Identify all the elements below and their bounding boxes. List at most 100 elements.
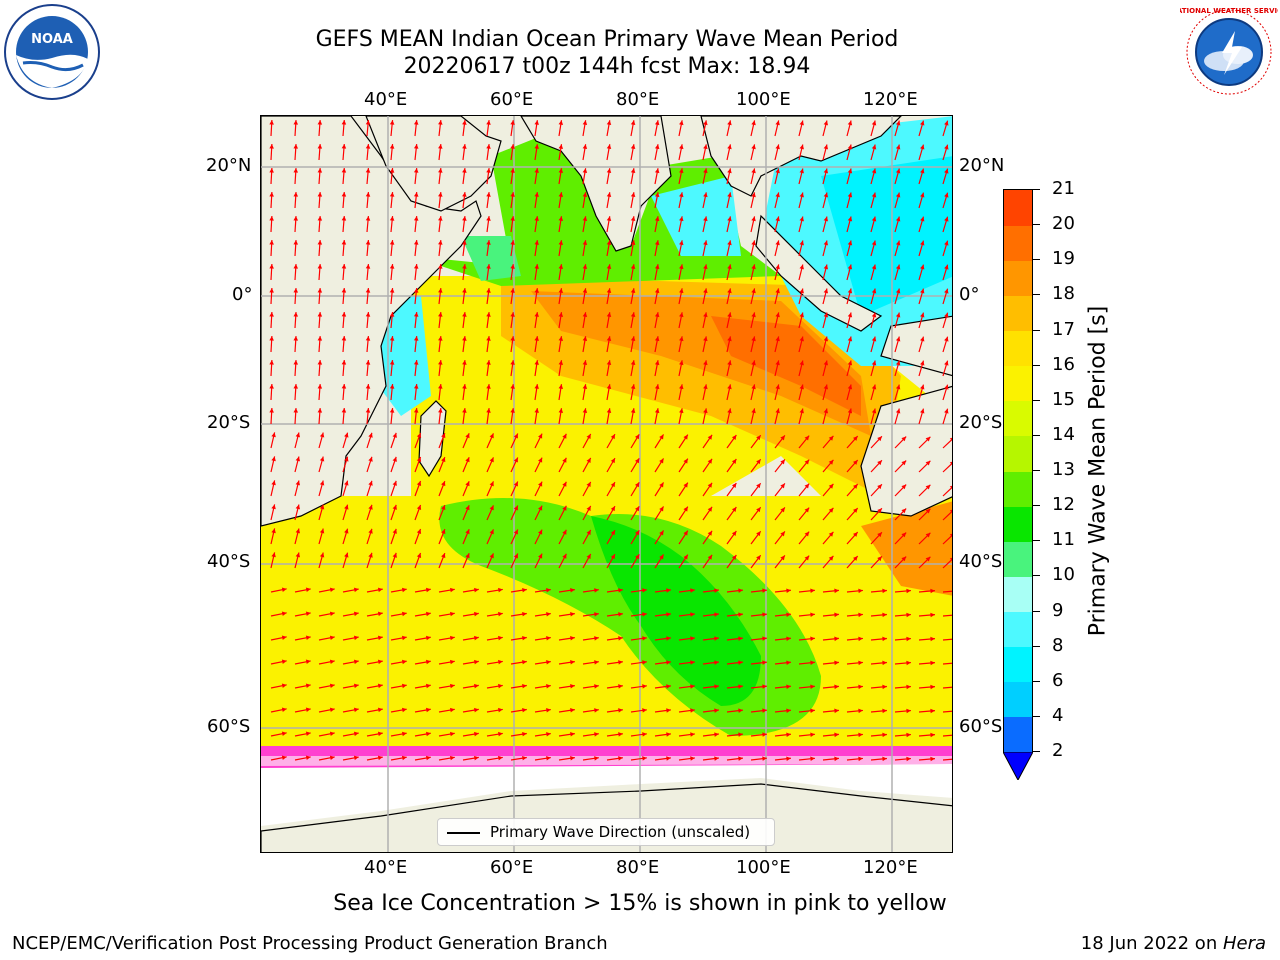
svg-text:NOAA: NOAA [31, 32, 73, 47]
wave-direction-arrowhead [449, 755, 455, 761]
wave-direction-arrowhead [582, 312, 588, 317]
wave-direction-arrowhead [392, 456, 397, 462]
wave-direction-arrowhead [365, 168, 371, 173]
wave-direction-arrowhead [714, 684, 719, 689]
wave-direction-arrowhead [775, 408, 780, 414]
wave-direction-arrowhead [799, 192, 804, 198]
wave-direction-arrowhead [401, 635, 407, 641]
wave-direction-arrowhead [317, 384, 323, 389]
wave-direction-arrowhead [341, 384, 347, 389]
wave-direction-arrowhead [871, 288, 877, 294]
wave-direction-arrowhead [425, 587, 431, 593]
footer-date: 18 Jun 2022 on Hera [1081, 933, 1266, 954]
wave-direction-arrowhead [654, 360, 660, 366]
wave-direction-arrowhead [944, 240, 949, 246]
chart-subtitle: 20220617 t00z 144h fcst Max: 18.94 [403, 54, 811, 79]
wave-direction-arrowhead [389, 288, 395, 293]
top-lon-label-40e: 40°E [364, 89, 408, 110]
wave-direction-arrowhead [804, 531, 810, 537]
wave-direction-arrowhead [630, 360, 636, 366]
wave-direction-arrowhead [449, 707, 455, 713]
wave-direction-arrowhead [756, 459, 761, 465]
wave-direction-arrowhead [329, 731, 335, 737]
wave-direction-arrowhead [365, 192, 371, 197]
wave-direction-arrowhead [586, 529, 591, 535]
wave-direction-arrowhead [474, 635, 479, 641]
wave-direction-arrowhead [877, 508, 882, 514]
wave-direction-arrowhead [679, 216, 684, 222]
wave-direction-arrowhead [438, 144, 443, 149]
wave-direction-arrowhead [546, 659, 551, 665]
wave-direction-arrowhead [271, 552, 276, 558]
wave-direction-arrowhead [582, 216, 588, 221]
wave-direction-arrowhead [269, 168, 274, 173]
wave-direction-arrowhead [329, 707, 335, 713]
wave-direction-arrowhead [441, 481, 446, 487]
wave-direction-arrowhead [618, 612, 623, 617]
wave-direction-arrowhead [762, 708, 767, 713]
wave-direction-arrowhead [344, 552, 349, 558]
wave-direction-arrowhead [654, 288, 660, 294]
wave-direction-arrowhead [586, 457, 591, 463]
wave-direction-arrowhead [305, 611, 311, 616]
wave-direction-arrowhead [401, 587, 407, 593]
wave-direction-arrowhead [727, 288, 732, 294]
colorbar-tick-mark [1033, 224, 1040, 226]
wave-direction-arrowhead [775, 288, 780, 294]
wave-direction-arrowhead [920, 312, 925, 318]
wave-direction-arrowhead [679, 144, 684, 150]
colorbar-extend-triangle [1003, 752, 1033, 780]
wave-direction-arrowhead [944, 192, 949, 198]
wave-direction-arrowhead [438, 216, 443, 221]
wave-direction-arrowhead [738, 612, 743, 617]
wave-direction-arrowhead [438, 408, 443, 413]
wave-direction-arrowhead [714, 588, 719, 593]
wave-direction-arrowhead [281, 611, 287, 616]
wave-direction-arrowhead [317, 168, 323, 173]
wave-direction-arrowhead [462, 240, 467, 245]
wave-direction-arrowhead [618, 684, 623, 689]
wave-direction-arrowhead [317, 192, 323, 197]
wave-direction-arrow [942, 438, 952, 449]
wave-direction-arrowhead [642, 708, 647, 713]
wave-direction-arrowhead [714, 660, 719, 665]
wave-direction-arrowhead [510, 384, 515, 389]
wave-direction-arrowhead [438, 240, 443, 245]
wave-direction-arrowhead [901, 532, 907, 538]
wave-direction-arrowhead [558, 216, 564, 221]
wave-direction-arrowhead [341, 288, 347, 293]
wave-direction-arrowhead [895, 288, 901, 294]
wave-direction-arrowhead [666, 612, 671, 617]
wave-direction-arrowhead [727, 408, 732, 414]
wave-direction-arrowhead [659, 554, 664, 560]
wave-direction-arrowhead [413, 216, 419, 221]
wave-direction-arrow [942, 486, 952, 497]
wave-direction-arrowhead [534, 312, 539, 317]
wave-direction-arrowhead [828, 435, 834, 441]
wave-direction-arrowhead [462, 336, 467, 341]
wave-direction-arrowhead [930, 684, 935, 690]
wave-direction-arrowhead [714, 756, 719, 761]
wave-direction-arrowhead [353, 587, 359, 593]
wave-direction-arrowhead [944, 408, 949, 414]
wave-direction-arrowhead [392, 432, 397, 438]
wave-direction-arrowhead [690, 756, 695, 761]
wave-direction-arrowhead [775, 144, 780, 150]
wave-direction-arrowhead [871, 168, 877, 174]
wave-direction-arrowhead [810, 612, 815, 618]
colorbar-tick-mark [1033, 364, 1040, 366]
wave-direction-arrowhead [823, 384, 829, 390]
wave-direction-arrowhead [582, 288, 588, 293]
wave-direction-arrow [942, 662, 952, 665]
wave-direction-arrowhead [341, 360, 347, 365]
wave-direction-arrowhead [319, 528, 325, 534]
wave-direction-arrowhead [858, 636, 863, 642]
wave-direction-arrowhead [295, 456, 301, 462]
wave-direction-arrowhead [727, 120, 732, 126]
wave-direction-arrowhead [368, 504, 373, 510]
wave-direction-arrowhead [823, 240, 829, 246]
wave-direction-arrowhead [558, 192, 564, 197]
wave-direction-arrowhead [751, 144, 756, 150]
wave-direction-arrowhead [341, 264, 347, 269]
wave-direction-arrowhead [305, 683, 311, 688]
